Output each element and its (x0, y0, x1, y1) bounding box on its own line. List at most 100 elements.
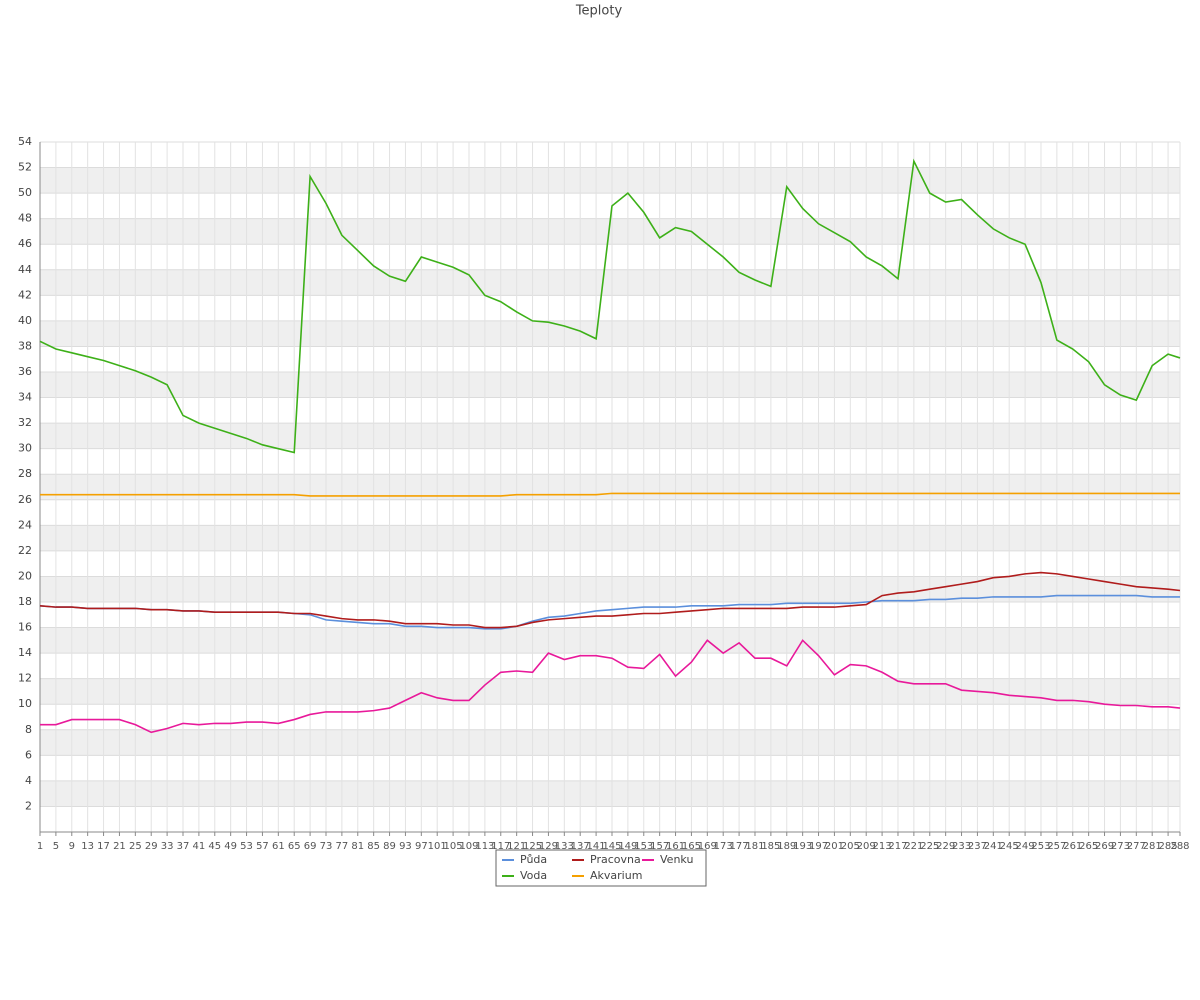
legend-label: Pracovna (590, 853, 641, 866)
y-tick-label: 20 (18, 569, 32, 582)
grid-band (40, 627, 1180, 654)
legend-label: Voda (520, 869, 547, 882)
x-tick-label: 101 (428, 841, 447, 852)
legend-box (495, 849, 707, 887)
x-tick-label: 33 (161, 841, 174, 852)
x-tick-label: 9 (69, 841, 75, 852)
x-tick-label: 137 (571, 841, 590, 852)
x-tick-label: 109 (459, 841, 478, 852)
x-tick-label: 245 (1000, 841, 1019, 852)
x-tick-label: 145 (602, 841, 621, 852)
x-tick-label: 157 (650, 841, 669, 852)
legend-label: Akvarium (590, 869, 642, 882)
x-tick-label: 197 (809, 841, 828, 852)
grid-band (40, 269, 1180, 296)
x-tick-label: 229 (936, 841, 955, 852)
grid-band (40, 372, 1180, 398)
y-tick-label: 46 (18, 237, 32, 250)
x-tick-label: 213 (873, 841, 892, 852)
series-line (40, 492, 1180, 497)
x-tick-label: 217 (888, 841, 907, 852)
grid-band (40, 780, 1180, 807)
x-tick-label: 281 (1143, 841, 1162, 852)
x-tick-label: 265 (1079, 841, 1098, 852)
y-tick-label: 50 (18, 186, 32, 199)
y-tick-label: 4 (25, 774, 32, 787)
x-tick-label: 201 (825, 841, 844, 852)
x-tick-label: 161 (666, 841, 685, 852)
x-tick-label: 5 (53, 841, 59, 852)
x-tick-label: 125 (523, 841, 542, 852)
x-tick-label: 285 (1159, 841, 1178, 852)
x-tick-label: 181 (745, 841, 764, 852)
x-tick-label: 93 (399, 841, 412, 852)
x-tick-label: 257 (1047, 841, 1066, 852)
x-tick-label: 189 (777, 841, 796, 852)
x-tick-label: 185 (761, 841, 780, 852)
x-tick-label: 193 (793, 841, 812, 852)
y-tick-label: 42 (18, 288, 32, 301)
y-tick-label: 32 (18, 416, 32, 429)
x-tick-label: 225 (920, 841, 939, 852)
x-tick-label: 117 (491, 841, 510, 852)
y-tick-label: 48 (18, 212, 32, 225)
y-tick-label: 16 (18, 621, 32, 634)
x-tick-label: 249 (1016, 841, 1035, 852)
grid-band (40, 678, 1180, 705)
y-tick-label: 54 (18, 135, 32, 148)
x-tick-label: 29 (145, 841, 158, 852)
x-tick-label: 41 (193, 841, 206, 852)
x-tick-label: 141 (587, 841, 606, 852)
x-tick-label: 77 (336, 841, 349, 852)
x-tick-label: 269 (1095, 841, 1114, 852)
x-tick-label: 129 (539, 841, 558, 852)
grid-band (40, 320, 1180, 347)
x-tick-label: 85 (367, 841, 380, 852)
x-tick-label: 177 (730, 841, 749, 852)
x-tick-label: 121 (507, 841, 526, 852)
y-tick-label: 6 (25, 748, 32, 761)
y-tick-label: 22 (18, 544, 32, 557)
y-tick-label: 28 (18, 467, 32, 480)
x-tick-label: 13 (81, 841, 94, 852)
x-tick-label: 53 (240, 841, 253, 852)
series-line (39, 158, 1181, 454)
y-tick-label: 14 (18, 646, 32, 659)
x-tick-label: 105 (444, 841, 463, 852)
series-line (39, 571, 1181, 629)
x-tick-label: 209 (857, 841, 876, 852)
x-tick-label: 69 (304, 841, 317, 852)
x-tick-label: 37 (177, 841, 190, 852)
x-tick-label: 97 (415, 841, 428, 852)
y-tick-label: 18 (18, 595, 32, 608)
x-tick-label: 221 (904, 841, 923, 852)
y-tick-label: 8 (25, 723, 32, 736)
grid-band (40, 729, 1180, 756)
y-tick-label: 52 (18, 161, 32, 174)
x-tick-label: 153 (634, 841, 653, 852)
x-tick-label: 241 (984, 841, 1003, 852)
series-line (40, 639, 1181, 734)
grid-band (40, 167, 1180, 194)
y-tick-label: 24 (18, 518, 32, 531)
y-tick-label: 38 (18, 339, 32, 352)
x-tick-label: 113 (475, 841, 494, 852)
grid-band (40, 474, 1180, 500)
legend-label: Venku (660, 853, 693, 866)
x-tick-label: 165 (682, 841, 701, 852)
y-tick-label: 30 (18, 442, 32, 455)
x-tick-label: 61 (272, 841, 285, 852)
x-tick-label: 173 (714, 841, 733, 852)
x-tick-label: 81 (351, 841, 364, 852)
x-tick-label: 133 (555, 841, 574, 852)
y-tick-label: 10 (18, 697, 32, 710)
grid-band (40, 423, 1180, 449)
x-tick-label: 288 (1170, 841, 1189, 852)
x-tick-label: 233 (952, 841, 971, 852)
x-tick-label: 49 (224, 841, 237, 852)
y-tick-label: 40 (18, 314, 32, 327)
legend-label: Půda (520, 853, 547, 866)
x-tick-label: 253 (1031, 841, 1050, 852)
x-tick-label: 21 (113, 841, 126, 852)
